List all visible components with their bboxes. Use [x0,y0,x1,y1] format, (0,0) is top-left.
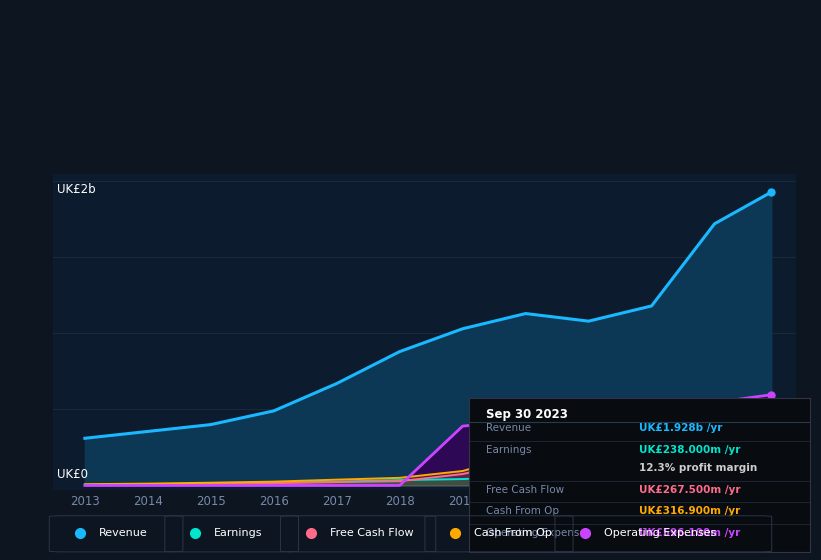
Text: UK£238.000m /yr: UK£238.000m /yr [639,445,741,455]
Text: Free Cash Flow: Free Cash Flow [486,484,564,494]
Text: UK£316.900m /yr: UK£316.900m /yr [639,506,741,516]
Text: UK£1.928b /yr: UK£1.928b /yr [639,423,722,433]
Text: Revenue: Revenue [486,423,531,433]
Text: Sep 30 2023: Sep 30 2023 [486,408,567,421]
Text: Operating Expenses: Operating Expenses [604,529,717,538]
Text: Earnings: Earnings [214,529,263,538]
Text: UK£596.100m /yr: UK£596.100m /yr [639,528,741,538]
Text: Operating Expenses: Operating Expenses [486,528,591,538]
Text: Cash From Op: Cash From Op [486,506,559,516]
Text: UK£267.500m /yr: UK£267.500m /yr [639,484,741,494]
Text: Free Cash Flow: Free Cash Flow [329,529,413,538]
Text: Earnings: Earnings [486,445,531,455]
Text: 12.3% profit margin: 12.3% profit margin [639,463,758,473]
Text: Revenue: Revenue [99,529,147,538]
Text: UK£2b: UK£2b [57,183,96,196]
Text: Cash From Op: Cash From Op [474,529,552,538]
Text: UK£0: UK£0 [57,468,88,480]
